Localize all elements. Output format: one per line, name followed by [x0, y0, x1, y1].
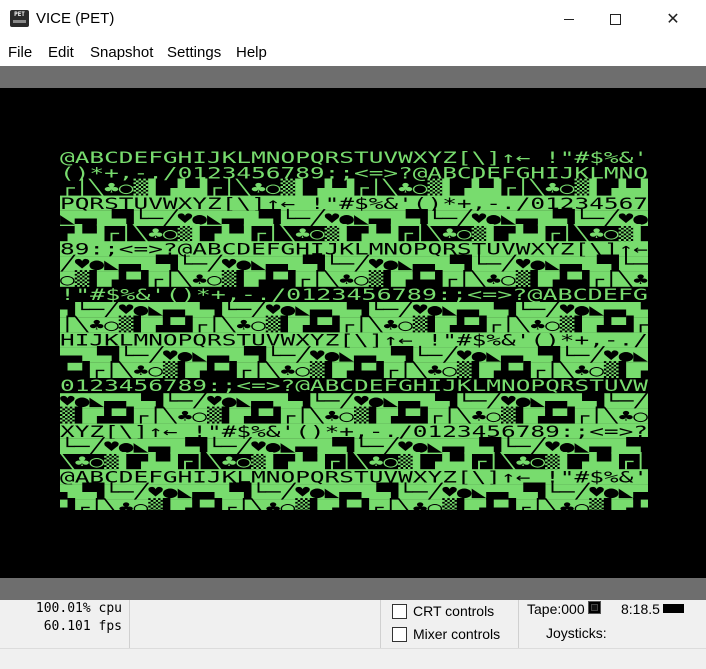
status-bar: 100.01% cpu 60.101 fps CRT controls Mixe…	[0, 600, 706, 648]
menu-bar: File Edit Snapshot Settings Help	[0, 38, 706, 66]
screen-row-inverse	[60, 408, 648, 424]
pet-app-icon: PET	[10, 10, 29, 27]
screen-row-inverse	[60, 469, 648, 485]
mixer-controls-toggle[interactable]: Mixer controls	[392, 624, 500, 644]
mixer-controls-checkbox[interactable]	[392, 626, 407, 642]
screen-row-inverse	[60, 302, 648, 318]
screen-row: ┌│╲♣○▒▌▗▙▟┌│╲♣○▒▌▗▙▟┌│╲♣○▒▌▗▙▟┌│╲♣○▒▌▗▙▟	[60, 178, 648, 198]
mixer-controls-label: Mixer controls	[413, 626, 501, 642]
status-divider	[380, 600, 381, 648]
screen-row: !"#$%&'()*+,-./0123456789:;<=>?@ABCDEFG	[60, 285, 648, 304]
drive-status: 8:18.5	[621, 601, 660, 617]
minimize-icon	[564, 18, 574, 20]
menu-edit[interactable]: Edit	[48, 44, 74, 61]
menu-file[interactable]: File	[8, 44, 33, 61]
screen-row-inverse	[60, 256, 648, 272]
menu-settings[interactable]: Settings	[167, 44, 222, 61]
screen-row: 0123456789:;<=>?@ABCDEFGHIJKLMNOPQRSTUVW	[60, 376, 648, 395]
app-icon-label: PET	[14, 11, 25, 18]
screen-row-inverse	[60, 195, 648, 211]
cpu-usage: 100.01% cpu	[35, 601, 122, 616]
screen-row: @ABCDEFGHIJKLMNOPQRSTUVWXYZ[\]↑← !"#$%&'	[60, 467, 648, 486]
screen-row: ▟┌│╲♣○▒▌▗▙▟┌│╲♣○▒▌▗▙▟┌│╲♣○▒▌▗▙▟┌│╲♣○▒▌▗▙	[60, 497, 648, 510]
screen-row: ▒▌▗▙▟┌│╲♣○▒▌▗▙▟┌│╲♣○▒▌▗▙▟┌│╲♣○▒▌▗▙▟┌│╲♣○	[60, 406, 648, 426]
maximize-icon	[609, 13, 621, 25]
screen-row-inverse	[60, 271, 648, 287]
tape-counter: Tape:000	[527, 601, 585, 617]
screen-row: ▜└─╱♥●◣▄▖▝▜└─╱♥●◣▄▖▝▜└─╱♥●◣▄▖▝▜└─╱♥●◣▄▖▝	[60, 299, 648, 319]
drive-led-icon	[663, 604, 684, 613]
screen-row: ○▒▌▗▙▟┌│╲♣○▒▌▗▙▟┌│╲♣○▒▌▗▙▟┌│╲♣○▒▌▗▙▟┌│╲♣	[60, 269, 648, 289]
screen-row: ╲♣○▒▌▗▙▟┌│╲♣○▒▌▗▙▟┌│╲♣○▒▌▗▙▟┌│╲♣○▒▌▗▙▟┌│	[60, 451, 648, 471]
screen-row-inverse	[60, 332, 648, 348]
menu-help[interactable]: Help	[236, 44, 267, 61]
screen-row-inverse	[60, 241, 648, 257]
crt-controls-label: CRT controls	[413, 603, 495, 619]
screen-row: PQRSTUVWXYZ[\]↑← !"#$%&'()*+,-./01234567	[60, 194, 648, 213]
resize-strip	[0, 648, 706, 669]
screen-row: ♥●◣▄▖▝▜└─╱♥●◣▄▖▝▜└─╱♥●◣▄▖▝▜└─╱♥●◣▄▖▝▜└─╱	[60, 390, 648, 410]
status-divider	[518, 600, 519, 648]
close-icon: ✕	[666, 9, 680, 28]
screen-row: @ABCDEFGHIJKLMNOPQRSTUVWXYZ[\]↑← !"#$%&'	[60, 150, 648, 167]
screen-row-inverse	[60, 362, 648, 378]
screen-row-inverse	[60, 210, 648, 226]
screen-row: └─╱♥●◣▄▖▝▜└─╱♥●◣▄▖▝▜└─╱♥●◣▄▖▝▜└─╱♥●◣▄▖▝▜	[60, 436, 648, 456]
screen-row: ╱♥●◣▄▖▝▜└─╱♥●◣▄▖▝▜└─╱♥●◣▄▖▝▜└─╱♥●◣▄▖▝▜└─	[60, 254, 648, 274]
crt-controls-toggle[interactable]: CRT controls	[392, 601, 494, 621]
screen-row: XYZ[\]↑← !"#$%&'()*+,-./0123456789:;<=>?	[60, 422, 648, 441]
screen-row-inverse	[60, 423, 648, 439]
close-button[interactable]: ✕	[650, 0, 696, 38]
speed-readout: 100.01% cpu 60.101 fps	[20, 600, 122, 636]
screen-row: ◣▄▖▝▜└─╱♥●◣▄▖▝▜└─╱♥●◣▄▖▝▜└─╱♥●◣▄▖▝▜└─╱♥●	[60, 208, 648, 228]
maximize-button[interactable]	[592, 0, 638, 38]
tape-status-icon[interactable]	[588, 601, 601, 614]
screen-row: HIJKLMNOPQRSTUVWXYZ[\]↑← !"#$%&'()*+,-./	[60, 331, 648, 350]
screen-row: ▖▝▜└─╱♥●◣▄▖▝▜└─╱♥●◣▄▖▝▜└─╱♥●◣▄▖▝▜└─╱♥●◣▄	[60, 482, 648, 502]
minimize-button[interactable]	[546, 0, 592, 38]
screen-row-inverse	[60, 484, 648, 500]
screen-row: │╲♣○▒▌▗▙▟┌│╲♣○▒▌▗▙▟┌│╲♣○▒▌▗▙▟┌│╲♣○▒▌▗▙▟┌	[60, 314, 648, 334]
screen-row-inverse	[60, 393, 648, 409]
screen-row-inverse	[60, 317, 648, 333]
menu-snapshot[interactable]: Snapshot	[90, 44, 154, 61]
emulator-viewport[interactable]: @ABCDEFGHIJKLMNOPQRSTUVWXYZ[\]↑← !"#$%&'…	[0, 66, 706, 600]
screen-row: ▄▖▝▜└─╱♥●◣▄▖▝▜└─╱♥●◣▄▖▝▜└─╱♥●◣▄▖▝▜└─╱♥●◣	[60, 345, 648, 365]
title-bar: PET VICE (PET) ✕	[0, 0, 706, 38]
crt-controls-checkbox[interactable]	[392, 603, 407, 619]
frame-rate: 60.101 fps	[43, 619, 122, 634]
pet-screen-graphic: @ABCDEFGHIJKLMNOPQRSTUVWXYZ[\]↑← !"#$%&'…	[60, 150, 648, 510]
screen-row: ▙▟┌│╲♣○▒▌▗▙▟┌│╲♣○▒▌▗▙▟┌│╲♣○▒▌▗▙▟┌│╲♣○▒▌▗	[60, 360, 648, 380]
screen-row-inverse	[60, 347, 648, 363]
screen-row: ()*+,-./0123456789:;<=>?@ABCDEFGHIJKLMNO	[60, 163, 648, 182]
joysticks-label: Joysticks:	[546, 625, 607, 641]
screen-row: ▗▙▟┌│╲♣○▒▌▗▙▟┌│╲♣○▒▌▗▙▟┌│╲♣○▒▌▗▙▟┌│╲♣○▒▌	[60, 223, 648, 243]
screen-row-inverse	[60, 499, 648, 510]
emulator-screen[interactable]: @ABCDEFGHIJKLMNOPQRSTUVWXYZ[\]↑← !"#$%&'…	[0, 88, 706, 578]
screen-row: 89:;<=>?@ABCDEFGHIJKLMNOPQRSTUVWXYZ[\]↑←	[60, 239, 648, 258]
screen-row-inverse	[60, 438, 648, 454]
window-title: VICE (PET)	[36, 10, 115, 27]
pet-character-display: @ABCDEFGHIJKLMNOPQRSTUVWXYZ[\]↑← !"#$%&'…	[60, 150, 648, 510]
status-divider	[129, 600, 130, 648]
